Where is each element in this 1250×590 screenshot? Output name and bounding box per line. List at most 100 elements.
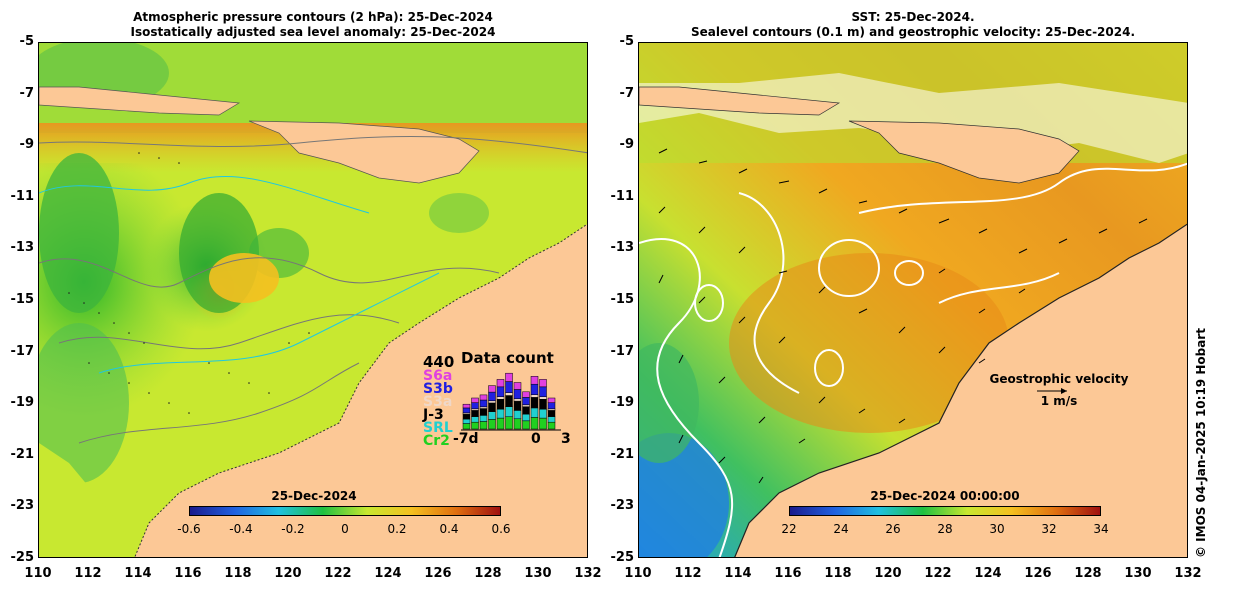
data-count-bar-segment <box>530 417 539 430</box>
data-count-bar-segment <box>513 418 522 430</box>
data-count-bar-segment <box>479 399 488 408</box>
imos-credit: © IMOS 04-Jan-2025 10:19 Hobart <box>1194 328 1208 558</box>
data-count-bar-segment <box>496 417 505 430</box>
data-count-bar-segment <box>471 402 479 410</box>
data-count-bar-segment <box>488 391 496 402</box>
data-count-bar-segment <box>479 421 488 430</box>
satellite-legend-item: J-3 <box>423 407 444 423</box>
data-count-bar-segment <box>479 415 488 422</box>
data-count-bar-segment <box>471 416 479 423</box>
data-count-bar-segment <box>547 410 556 417</box>
x-tick-label: 110 <box>24 566 52 581</box>
x-tick-label: 116 <box>174 566 202 581</box>
colorbar-tick-label: 0.6 <box>491 522 511 536</box>
satellite-legend-item: S6a <box>423 368 453 384</box>
colorbar-tick-label: 24 <box>833 522 849 536</box>
y-tick-label: -17 <box>610 343 635 359</box>
y-tick-label: -11 <box>10 188 35 204</box>
left-title-line2: Isostatically adjusted sea level anomaly… <box>130 25 496 39</box>
y-tick-label: -9 <box>619 137 634 153</box>
colorbar-tick-label: 32 <box>1041 522 1057 536</box>
y-tick-label: -11 <box>610 188 635 204</box>
data-count-x-label-now: 0 <box>531 431 541 447</box>
data-count-bar-segment <box>488 385 496 393</box>
right-title-line1: SST: 25-Dec-2024. <box>851 10 975 24</box>
colorbar-tick-label: 0.2 <box>387 522 407 536</box>
satellite-legend-item: SRL <box>423 420 453 436</box>
x-tick-label: 128 <box>1074 566 1102 581</box>
y-tick-label: -21 <box>10 446 35 462</box>
data-count-bar-segment <box>539 417 547 430</box>
colorbar-tick-label: 0.4 <box>439 522 459 536</box>
right-colorbar <box>789 506 1101 516</box>
data-count-bar-segment <box>539 386 547 398</box>
data-count-bar-segment <box>496 408 505 419</box>
y-tick-label: -5 <box>19 34 34 49</box>
data-count-x-label-start: -7d <box>453 431 479 447</box>
data-count-bar-segment <box>488 419 496 430</box>
satellite-legend-item: Cr2 <box>423 433 450 449</box>
sea-level-contours <box>639 162 1187 557</box>
y-tick-label: -25 <box>610 550 635 565</box>
y-tick-label: -19 <box>610 395 635 411</box>
data-count-bar-segment <box>505 406 513 417</box>
x-tick-label: 132 <box>574 566 602 581</box>
y-tick-label: -7 <box>619 85 634 101</box>
data-count-bar-segment <box>539 408 547 419</box>
data-count-bar-segment <box>488 400 496 404</box>
y-tick-label: -5 <box>619 34 634 49</box>
data-count-bar-segment <box>522 397 530 406</box>
left-colorbar-date: 25-Dec-2024 <box>271 489 357 503</box>
colorbar-tick-label: -0.2 <box>281 522 305 536</box>
x-tick-label: 112 <box>674 566 702 581</box>
y-tick-label: -15 <box>10 292 35 307</box>
y-tick-label: -7 <box>19 85 34 101</box>
data-count-bar-segment <box>488 411 496 420</box>
velocity-scale: 1 m/s <box>1040 394 1078 408</box>
sea-level-anomaly-map: 440 Data count S6a S3b S3a J-3 SRL Cr2 -7d 0 … <box>38 42 588 558</box>
data-count-bar-segment <box>471 421 479 430</box>
data-count-bar-segment <box>539 379 547 388</box>
x-tick-label: 130 <box>524 566 552 581</box>
data-count-bar-segment <box>522 413 530 422</box>
data-count-bar-segment <box>547 416 556 423</box>
colorbar-tick-label: 22 <box>781 522 797 536</box>
data-count-bar-segment <box>505 395 513 407</box>
x-tick-label: 118 <box>224 566 252 581</box>
left-colorbar <box>189 506 501 516</box>
data-count-x-label-end: 3 <box>561 431 571 447</box>
colorbar-tick-label: 30 <box>989 522 1005 536</box>
y-tick-label: -25 <box>10 550 35 565</box>
colorbar-tick-label: -0.4 <box>229 522 253 536</box>
data-count-bar-segment <box>522 391 530 398</box>
data-count-bar-segment <box>522 406 530 415</box>
data-count-bar-segment <box>462 423 471 430</box>
data-count-bar-segment <box>505 416 513 430</box>
x-tick-label: 128 <box>474 566 502 581</box>
y-tick-label: -13 <box>610 240 635 256</box>
data-count-bar-segment <box>513 389 522 400</box>
x-tick-label: 112 <box>74 566 102 581</box>
x-tick-label: 130 <box>1124 566 1152 581</box>
x-tick-label: 110 <box>624 566 652 581</box>
data-count-bar-segment <box>513 398 522 402</box>
velocity-scale-arrow <box>1037 388 1067 394</box>
x-tick-label: 120 <box>874 566 902 581</box>
y-tick-label: -23 <box>610 498 635 514</box>
sst-field <box>639 43 1187 557</box>
colorbar-tick-label: -0.6 <box>177 522 201 536</box>
data-count-bar-segment <box>488 402 496 412</box>
data-count-bar-segment <box>462 418 471 424</box>
data-count-bar-segment <box>496 386 505 398</box>
data-count-bar-segment <box>479 408 488 416</box>
satellite-legend-item: S3a <box>423 394 453 410</box>
velocity-label: Geostrophic velocity <box>989 372 1129 386</box>
data-count-bar-segment <box>496 398 505 410</box>
y-tick-label: -23 <box>10 498 35 514</box>
data-count-bar-segment <box>479 406 488 409</box>
data-count-bar-segment <box>547 402 556 410</box>
y-tick-label: -21 <box>610 446 635 462</box>
data-count-max: 440 <box>423 353 455 371</box>
y-tick-label: -15 <box>610 292 635 307</box>
data-count-bar-segment <box>513 400 522 411</box>
